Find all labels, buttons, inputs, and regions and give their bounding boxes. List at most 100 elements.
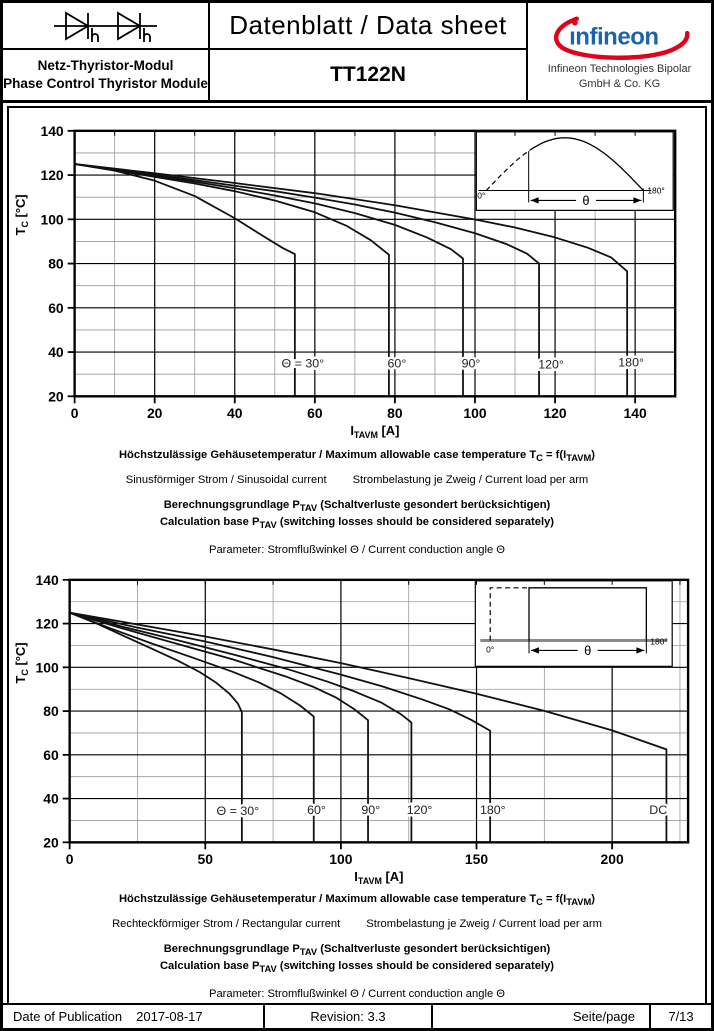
curve-30deg xyxy=(74,163,296,397)
axis-ticks xyxy=(62,578,681,850)
curve-60deg xyxy=(74,163,390,397)
svg-text:50: 50 xyxy=(198,851,214,867)
content-frame: θ 0° 180° Θ = 30° 60° 90° 120° 180° 0 20 40 60 80 100… xyxy=(7,106,707,1003)
svg-text:20: 20 xyxy=(43,834,59,850)
svg-text:140: 140 xyxy=(40,123,63,139)
header-middle-cell: Datenblatt / Data sheet TT122N xyxy=(210,3,528,100)
svg-text:100: 100 xyxy=(463,405,486,421)
svg-text:140: 140 xyxy=(36,572,59,588)
curve-label: 60° xyxy=(388,357,407,371)
axis-ticks xyxy=(67,129,637,404)
curve-120deg xyxy=(69,611,413,843)
svg-text:0: 0 xyxy=(66,851,74,867)
curve-label: 120° xyxy=(407,803,433,817)
company-line1: Infineon Technologies Bipolar xyxy=(547,63,692,76)
svg-text:150: 150 xyxy=(465,851,488,867)
caption-current-type: Rechteckförmiger Strom / Rectangular cur… xyxy=(9,918,705,930)
curve-120deg xyxy=(74,163,540,397)
curve-60deg xyxy=(69,611,315,843)
caption-parameter: Parameter: Stromflußwinkel Θ / Current c… xyxy=(209,543,505,556)
svg-text:0°: 0° xyxy=(486,644,494,654)
curve-label: 180° xyxy=(618,355,644,369)
curve-180deg xyxy=(69,611,492,843)
product-name: Netz-Thyristor-Modul Phase Control Thyri… xyxy=(3,50,208,100)
curve-label: 120° xyxy=(538,358,564,372)
svg-text:θ: θ xyxy=(584,643,591,658)
curve-label: Θ = 30° xyxy=(282,357,325,371)
curve-label: 90° xyxy=(462,357,481,371)
y-tick-labels: 20 40 60 80 100 120 140 xyxy=(40,123,63,404)
chart1-captions: Höchstzulässige Gehäusetemperatur / Maxi… xyxy=(9,442,705,556)
publication-date: 2017-08-17 xyxy=(136,1009,203,1024)
caption-calc-de: Berechnungsgrundlage PTAV (Schaltverlust… xyxy=(163,943,551,958)
document-title: Datenblatt / Data sheet xyxy=(210,3,526,50)
svg-text:40: 40 xyxy=(227,405,243,421)
svg-text:80: 80 xyxy=(48,256,64,272)
caption-load: Strombelastung je Zweig / Current load p… xyxy=(366,918,602,931)
svg-text:180°: 180° xyxy=(650,636,667,646)
caption-current: Sinusförmiger Strom / Sinusoidal current xyxy=(125,474,327,487)
curve-labels: Θ = 30° 60° 90° 120° 180° DC xyxy=(214,800,670,820)
y-axis-title: TC [°C] xyxy=(13,642,30,683)
svg-text:40: 40 xyxy=(48,344,64,360)
svg-text:80: 80 xyxy=(387,405,403,421)
curve-label: 60° xyxy=(307,803,326,817)
curve-DC xyxy=(69,611,668,843)
svg-text:20: 20 xyxy=(147,405,163,421)
svg-text:θ: θ xyxy=(582,193,589,208)
caption-current: Rechteckförmiger Strom / Rectangular cur… xyxy=(112,918,341,931)
svg-text:140: 140 xyxy=(624,405,647,421)
caption-title: Höchstzulässige Gehäusetemperatur / Maxi… xyxy=(118,892,596,908)
publication-cell: Date of Publication 2017-08-17 xyxy=(3,1005,265,1028)
curve-label: 90° xyxy=(361,803,380,817)
curve-label: 180° xyxy=(480,803,506,817)
thyristor-circuit-icon xyxy=(53,10,157,42)
inset-waveform: θ 0° 180° xyxy=(474,580,673,667)
thyristor-symbols-icon xyxy=(3,3,208,50)
footer: Date of Publication 2017-08-17 Revision:… xyxy=(3,1003,711,1028)
svg-text:0: 0 xyxy=(71,405,79,421)
svg-text:180°: 180° xyxy=(647,185,664,195)
x-axis-title: ITAVM [A] xyxy=(354,869,403,886)
x-tick-labels: 0 20 40 60 80 100 120 140 xyxy=(71,405,647,421)
curve-label: DC xyxy=(649,803,667,817)
curves xyxy=(74,163,629,397)
svg-text:20: 20 xyxy=(48,388,64,404)
part-number: TT122N xyxy=(330,63,406,86)
svg-text:60: 60 xyxy=(307,405,323,421)
y-axis-title: TC [°C] xyxy=(13,194,30,235)
curve-label: Θ = 30° xyxy=(217,804,260,818)
caption-calc-en: Calculation base PTAV (switching losses … xyxy=(159,959,555,975)
x-tick-labels: 0 50 100 150 200 xyxy=(66,851,624,867)
caption-parameter: Parameter: Stromflußwinkel Θ / Current c… xyxy=(209,987,505,1000)
x-axis-title: ITAVM [A] xyxy=(350,423,399,440)
svg-text:40: 40 xyxy=(43,790,59,806)
chart2-captions: Höchstzulässige Gehäusetemperatur / Maxi… xyxy=(9,886,705,1000)
logo-swoosh xyxy=(553,16,689,61)
svg-text:60: 60 xyxy=(43,747,59,763)
page-number-cell: 7/13 xyxy=(668,1009,694,1024)
curve-90deg xyxy=(69,611,369,843)
page-label-cell: Seite/page xyxy=(433,1005,651,1028)
svg-text:120: 120 xyxy=(543,405,566,421)
svg-text:120: 120 xyxy=(36,615,59,631)
curve-180deg xyxy=(74,163,629,397)
chart-rectangular-current: θ 0° 180° Θ = 30° 60° 90° 120° 180° DC 0 50 100 150 2… xyxy=(13,572,690,886)
y-tick-labels: 20 40 60 80 100 120 140 xyxy=(36,572,59,850)
chart-sinusoidal-current: θ 0° 180° Θ = 30° 60° 90° 120° 180° 0 20 40 60 80 100… xyxy=(13,123,677,440)
publication-label: Date of Publication xyxy=(13,1009,123,1024)
curve-30deg xyxy=(69,611,243,843)
logo-wordmark: ınfineon xyxy=(569,24,658,51)
inset-waveform: θ 0° 180° xyxy=(475,131,674,211)
header-left-cell: Netz-Thyristor-Modul Phase Control Thyri… xyxy=(3,3,210,100)
svg-text:0°: 0° xyxy=(477,190,485,200)
caption-calc-en: Calculation base PTAV (switching losses … xyxy=(159,516,555,531)
infineon-logo: ınfineon xyxy=(553,16,689,61)
svg-text:120: 120 xyxy=(40,167,63,183)
curve-labels: Θ = 30° 60° 90° 120° 180° xyxy=(279,353,646,374)
product-name-de: Netz-Thyristor-Modul xyxy=(37,58,174,74)
caption-load: Strombelastung je Zweig / Current load p… xyxy=(352,474,589,487)
header: Netz-Thyristor-Modul Phase Control Thyri… xyxy=(3,3,711,103)
svg-text:100: 100 xyxy=(40,211,63,227)
revision-cell: Revision: 3.3 xyxy=(265,1005,433,1028)
